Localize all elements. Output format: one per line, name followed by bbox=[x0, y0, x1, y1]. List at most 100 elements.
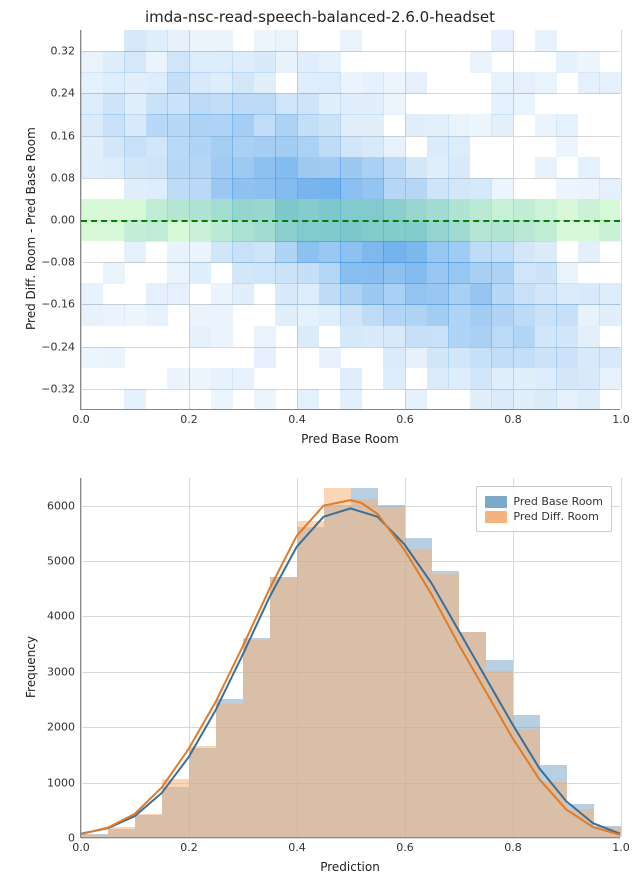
heatmap-cell bbox=[556, 262, 578, 284]
heatmap-cell bbox=[513, 347, 535, 369]
heatmap-cell bbox=[383, 283, 405, 305]
heatmap-cell bbox=[232, 114, 254, 136]
heatmap-cell bbox=[124, 178, 146, 200]
heatmap-cell bbox=[513, 72, 535, 94]
heatmap-cell bbox=[254, 347, 276, 369]
heatmap-cell bbox=[167, 157, 189, 179]
heatmap-cell bbox=[448, 262, 470, 284]
bottom-hist-axes: 0.00.20.40.60.81.0 010002000300040005000… bbox=[80, 478, 620, 838]
heatmap-cell bbox=[362, 114, 384, 136]
heatmap-cell bbox=[470, 347, 492, 369]
heatmap-cell bbox=[578, 326, 600, 348]
heatmap-cell bbox=[81, 51, 103, 73]
heatmap-cell bbox=[599, 178, 621, 200]
heatmap-cell bbox=[275, 304, 297, 326]
heatmap-cell bbox=[211, 241, 233, 263]
heatmap-cell bbox=[405, 283, 427, 305]
heatmap-cell bbox=[513, 262, 535, 284]
heatmap-cell bbox=[103, 136, 125, 158]
xtick-label: 0.8 bbox=[504, 413, 522, 426]
heatmap-cell bbox=[297, 178, 319, 200]
heatmap-cell bbox=[103, 304, 125, 326]
heatmap-cell bbox=[383, 304, 405, 326]
heatmap-cell bbox=[470, 178, 492, 200]
heatmap-cell bbox=[189, 72, 211, 94]
heatmap-cell bbox=[383, 136, 405, 158]
heatmap-cell bbox=[189, 304, 211, 326]
xtick-label: 0.6 bbox=[396, 841, 414, 854]
heatmap-cell bbox=[254, 241, 276, 263]
heatmap-cell bbox=[578, 157, 600, 179]
heatmap-cell bbox=[319, 241, 341, 263]
heatmap-cell bbox=[535, 347, 557, 369]
heatmap-cell bbox=[211, 114, 233, 136]
heatmap-cell bbox=[578, 368, 600, 390]
heatmap-cell bbox=[146, 136, 168, 158]
heatmap-cell bbox=[556, 304, 578, 326]
heatmap-cell bbox=[556, 326, 578, 348]
ytick-label: 0.00 bbox=[51, 214, 76, 227]
ytick-label: −0.24 bbox=[41, 340, 75, 353]
heatmap-cell bbox=[405, 304, 427, 326]
heatmap-cell bbox=[81, 72, 103, 94]
heatmap-cell bbox=[232, 72, 254, 94]
heatmap-cell bbox=[124, 114, 146, 136]
bottom-xtick-labels: 0.00.20.40.60.81.0 bbox=[81, 837, 620, 857]
heatmap-cell bbox=[211, 157, 233, 179]
heatmap-cell bbox=[81, 114, 103, 136]
figure-title: imda-nsc-read-speech-balanced-2.6.0-head… bbox=[0, 8, 640, 26]
heatmap-cell bbox=[189, 262, 211, 284]
heatmap-cell bbox=[578, 178, 600, 200]
heatmap-cell bbox=[491, 304, 513, 326]
heatmap-cell bbox=[297, 304, 319, 326]
heatmap-cell bbox=[254, 389, 276, 411]
heatmap-cell bbox=[340, 304, 362, 326]
heatmap-cell bbox=[103, 347, 125, 369]
heatmap-cell bbox=[211, 283, 233, 305]
heatmap-cell bbox=[189, 178, 211, 200]
heatmap-cell bbox=[340, 283, 362, 305]
heatmap-cell bbox=[167, 72, 189, 94]
xtick-label: 0.8 bbox=[504, 841, 522, 854]
heatmap-cell bbox=[146, 304, 168, 326]
heatmap-cell bbox=[211, 389, 233, 411]
heatmap-cell bbox=[513, 283, 535, 305]
heatmap-cell bbox=[232, 283, 254, 305]
heatmap-cell bbox=[254, 72, 276, 94]
heatmap-cell bbox=[103, 114, 125, 136]
heatmap-cell bbox=[211, 51, 233, 73]
heatmap-cell bbox=[491, 389, 513, 411]
heatmap-cell bbox=[427, 368, 449, 390]
heatmap-cell bbox=[578, 241, 600, 263]
heatmap-cell bbox=[340, 30, 362, 52]
heatmap-cell bbox=[599, 283, 621, 305]
heatmap-cell bbox=[578, 51, 600, 73]
xtick-label: 1.0 bbox=[612, 841, 630, 854]
heatmap-cell bbox=[362, 157, 384, 179]
heatmap-cell bbox=[556, 114, 578, 136]
heatmap-cell bbox=[146, 51, 168, 73]
heatmap-cell bbox=[146, 157, 168, 179]
heatmap-cell bbox=[513, 368, 535, 390]
legend-item: Pred Base Room bbox=[485, 495, 603, 508]
heatmap-cell bbox=[81, 283, 103, 305]
heatmap-cell bbox=[81, 136, 103, 158]
heatmap-cell bbox=[470, 304, 492, 326]
heatmap-cell bbox=[297, 283, 319, 305]
heatmap-cell bbox=[578, 283, 600, 305]
heatmap-cell bbox=[362, 93, 384, 115]
heatmap-cell bbox=[340, 136, 362, 158]
heatmap-cell bbox=[427, 262, 449, 284]
legend-swatch bbox=[485, 511, 507, 523]
heatmap-cell bbox=[578, 304, 600, 326]
heatmap-cell bbox=[383, 347, 405, 369]
heatmap-cell bbox=[556, 347, 578, 369]
heatmap-cell bbox=[232, 51, 254, 73]
heatmap-cell bbox=[81, 157, 103, 179]
heatmap-cell bbox=[448, 136, 470, 158]
heatmap-cell bbox=[297, 72, 319, 94]
heatmap-cell bbox=[189, 241, 211, 263]
heatmap-cell bbox=[103, 157, 125, 179]
heatmap-cell bbox=[491, 72, 513, 94]
heatmap-cell bbox=[81, 304, 103, 326]
